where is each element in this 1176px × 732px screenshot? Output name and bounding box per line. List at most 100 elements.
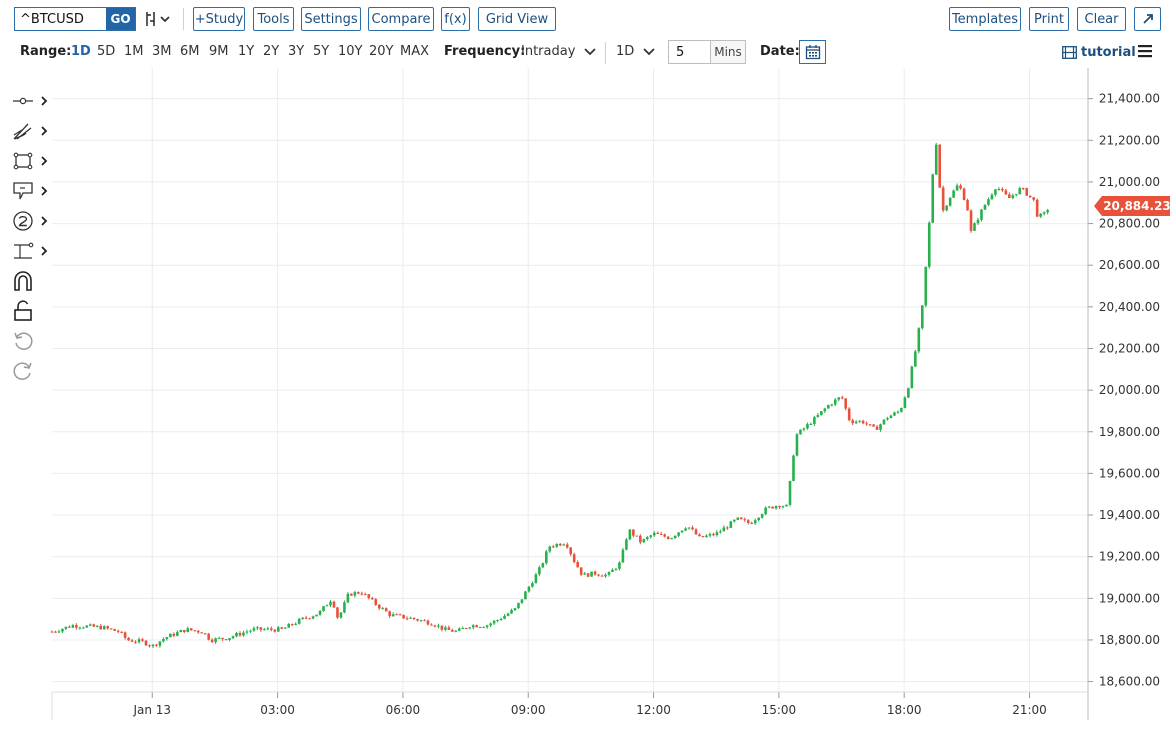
redo-button[interactable] [12,359,50,383]
fibonacci-tool[interactable] [12,239,50,263]
settings-button[interactable]: Settings [301,7,361,31]
candlesticks [50,142,1049,649]
candle-body [182,629,186,633]
y-tick-label: 18,600.00 [1099,675,1160,689]
candle-body [451,629,454,632]
candle-body [339,612,343,618]
candle-body [670,538,673,540]
candle-body [416,619,419,621]
range-10y[interactable]: 10Y [338,44,363,59]
candle-body [444,627,447,630]
candle-body [545,551,548,564]
study-button[interactable]: +Study [193,7,245,31]
candle-body [297,619,301,624]
chart-type-dropdown[interactable] [143,8,175,30]
fibonacci-icon [14,242,34,259]
candle-body [625,539,628,550]
interval-unit: Mins [711,41,745,63]
go-button[interactable]: GO [106,8,135,30]
hamburger-menu[interactable] [1137,44,1153,62]
candle-body [238,633,242,636]
range-1m[interactable]: 1M [124,44,144,59]
candle-body [614,568,618,570]
candle-body [806,424,809,429]
range-20y[interactable]: 20Y [369,44,394,59]
tutorial-link[interactable]: tutorial [1062,45,1136,60]
candle-body [934,144,938,175]
candle-body [722,527,726,532]
candle-body [593,571,597,575]
candle-body [102,626,106,630]
magnet-tool[interactable] [12,269,50,293]
interval-input[interactable] [669,41,711,63]
symbol-input[interactable] [15,8,106,30]
candle-body [729,521,733,528]
range-5y[interactable]: 5Y [313,44,330,59]
candle-body [54,631,57,633]
tutorial-label: tutorial [1081,45,1136,60]
print-button[interactable]: Print [1029,7,1069,31]
frequency-dropdown[interactable]: Intraday [521,44,597,59]
candle-body [642,539,646,543]
range-1d[interactable]: 1D [71,44,91,59]
range-label: Range: [20,44,72,59]
candle-body [896,411,900,413]
period-dropdown[interactable]: 1D [616,44,655,59]
crosshair-tool[interactable] [12,89,50,113]
candle-body [343,602,346,613]
compare-button[interactable]: Compare [368,7,434,31]
candle-body [788,480,792,505]
y-tick-label: 21,000.00 [1099,175,1160,189]
templates-button[interactable]: Templates [949,7,1021,31]
candle-body [917,328,921,352]
candle-body [809,424,813,426]
lock-tool[interactable] [12,299,50,323]
range-max[interactable]: MAX [400,44,430,59]
range-6m[interactable]: 6M [180,44,200,59]
candle-body [743,519,747,521]
grid-view-button[interactable]: Grid View [478,7,556,31]
candle-body [207,633,210,640]
range-3y[interactable]: 3Y [288,44,305,59]
tools-button[interactable]: Tools [253,7,294,31]
candle-body [586,573,590,577]
candle-body [635,535,639,537]
candle-body [833,399,837,405]
range-3m[interactable]: 3M [152,44,172,59]
measure-tool[interactable] [12,209,50,233]
candle-body [172,633,176,636]
candle-body [492,620,496,624]
y-tick-label: 18,800.00 [1099,633,1160,647]
candle-body [712,534,715,536]
candle-body [840,397,844,399]
date-picker-button[interactable] [799,40,826,64]
draw-tool[interactable] [12,119,50,143]
candle-body [976,219,980,224]
undo-button[interactable] [12,329,50,353]
candle-body [398,614,402,616]
clear-button[interactable]: Clear [1077,7,1126,31]
candle-body [927,222,931,267]
range-5d[interactable]: 5D [97,44,116,59]
shapes-tool[interactable] [12,149,50,173]
candle-body [273,629,277,632]
range-2y[interactable]: 2Y [263,44,280,59]
candle-body [503,615,506,619]
price-chart[interactable]: 18,600.00 18,800.00 19,000.00 19,200.00 19,4… [0,68,1176,732]
measure-icon [13,211,33,231]
candle-body [109,628,113,630]
candle-body [691,527,694,530]
x-tick-label: 12:00 [636,703,671,717]
candle-body [854,421,858,424]
candle-body [409,617,412,619]
annotate-tool[interactable] [12,179,50,203]
candle-body [844,398,848,409]
popout-button[interactable] [1134,7,1161,31]
candle-body [245,631,249,633]
range-1y[interactable]: 1Y [238,44,255,59]
y-tick-label: 20,000.00 [1099,383,1160,397]
function-button[interactable]: f(x) [441,7,470,31]
candle-body [266,628,270,630]
range-9m[interactable]: 9M [209,44,229,59]
candle-body [482,627,485,629]
